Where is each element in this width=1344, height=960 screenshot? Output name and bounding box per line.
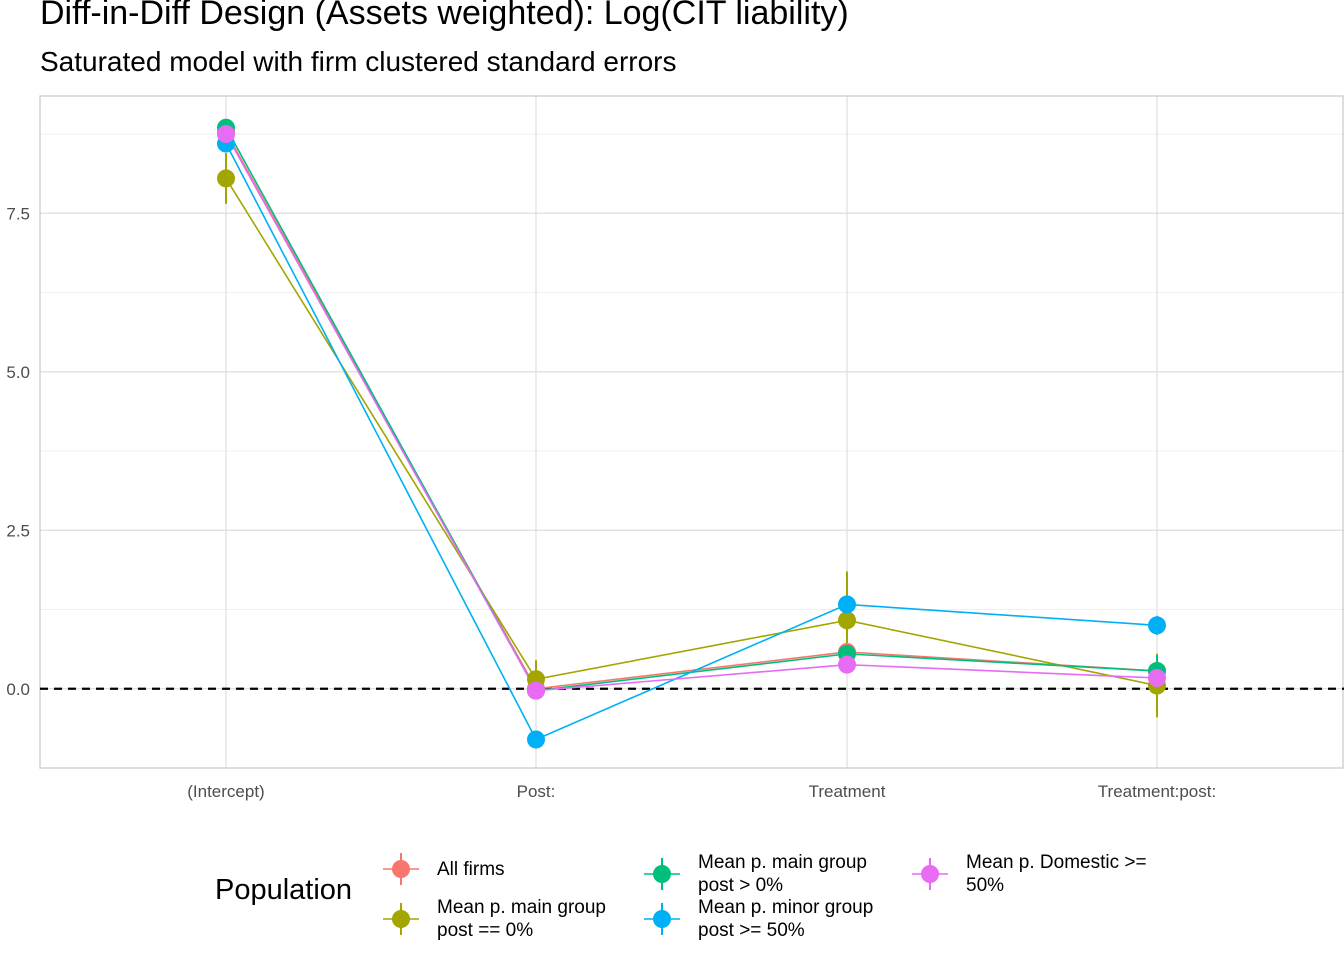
data-point <box>1148 616 1166 635</box>
legend-key <box>644 903 680 935</box>
legend-key <box>383 853 419 885</box>
x-tick-label: Post: <box>517 782 556 801</box>
legend-key-point <box>921 865 939 883</box>
x-tick-label: Treatment <box>809 782 886 801</box>
legend-key-point <box>392 910 410 928</box>
legend-key-point <box>653 865 671 883</box>
legend-label: Mean p. minor group post >= 50% <box>698 897 874 941</box>
legend-key-point <box>653 910 671 928</box>
series-line-4 <box>225 133 1158 692</box>
legend-label: Mean p. main group post > 0% <box>698 852 867 896</box>
legend-item: Mean p. main group post > 0% <box>644 851 867 897</box>
chart-subtitle: Saturated model with firm clustered stan… <box>40 46 677 77</box>
data-point <box>838 655 856 674</box>
y-tick-label: 5.0 <box>6 363 30 382</box>
y-tick-label: 0.0 <box>6 680 30 699</box>
data-point <box>217 169 235 188</box>
legend-label: All firms <box>437 858 505 880</box>
series-line-3 <box>225 143 1158 741</box>
data-point <box>527 730 545 749</box>
legend-key <box>912 858 948 890</box>
x-tick-label: Treatment:post: <box>1098 782 1216 801</box>
legend-label: Mean p. main group post == 0% <box>437 897 606 941</box>
legend-item: Mean p. main group post == 0% <box>383 896 606 942</box>
chart-title: Diff-in-Diff Design (Assets weighted): L… <box>40 0 849 32</box>
legend-key-point <box>392 860 410 878</box>
legend-key <box>383 903 419 935</box>
legend-key <box>644 858 680 890</box>
legend-item: All firms <box>383 851 505 887</box>
series-line-1 <box>225 177 1158 687</box>
x-tick-label: (Intercept) <box>187 782 264 801</box>
data-point <box>838 595 856 614</box>
legend-item: Mean p. minor group post >= 50% <box>644 896 873 942</box>
legend-label: Mean p. Domestic >= 50% <box>966 852 1147 896</box>
y-tick-label: 2.5 <box>6 521 30 540</box>
data-point <box>838 611 856 630</box>
series-line-2 <box>225 127 1158 692</box>
data-point <box>217 125 235 144</box>
legend-title: Population <box>215 874 353 906</box>
panel-border <box>39 95 1344 769</box>
data-point <box>527 681 545 700</box>
y-tick-label: 7.5 <box>6 204 30 223</box>
data-point <box>1148 668 1166 687</box>
legend-item: Mean p. Domestic >= 50% <box>912 851 1147 897</box>
